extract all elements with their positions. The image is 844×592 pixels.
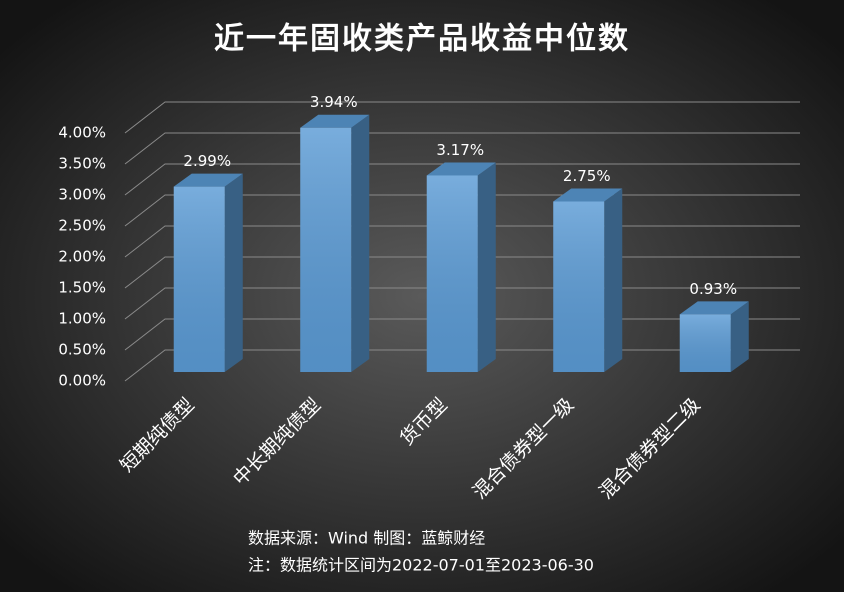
chart-title: 近一年固收类产品收益中位数: [214, 22, 630, 57]
period-note: 注：数据统计区间为2022-07-01至2023-06-30: [248, 556, 594, 575]
bar-highlight: [426, 175, 478, 372]
bar-highlight: [173, 186, 225, 372]
bar-side: [351, 114, 370, 372]
bar-top: [553, 188, 623, 202]
y-tick-label: 0.50%: [58, 341, 106, 359]
value-label: 2.75%: [563, 167, 611, 185]
y-tick-label: 4.00%: [58, 124, 106, 142]
value-label: 3.17%: [436, 141, 484, 159]
y-tick-label: 2.00%: [58, 248, 106, 266]
y-tick-label: 1.50%: [58, 279, 106, 297]
bar-side: [477, 162, 496, 372]
y-tick-label: 2.50%: [58, 217, 106, 235]
source-note: 数据来源：Wind 制图：蓝鲸财经: [248, 529, 485, 548]
bar-highlight: [679, 314, 731, 372]
bar-highlight: [553, 201, 605, 372]
y-tick-label: 3.00%: [58, 186, 106, 204]
grid-line: [124, 163, 800, 196]
grid-line: [124, 132, 800, 165]
value-label: 0.93%: [689, 280, 737, 298]
bar-highlight: [300, 127, 352, 372]
bar-top: [173, 173, 243, 187]
bar-top: [300, 114, 370, 128]
value-label: 3.94%: [310, 93, 358, 111]
bar-side: [604, 188, 623, 372]
y-tick-label: 0.00%: [58, 372, 106, 390]
bar-top: [426, 162, 496, 176]
y-tick-label: 1.00%: [58, 310, 106, 328]
y-tick-label: 3.50%: [58, 155, 106, 173]
bar-side: [730, 301, 749, 372]
bar-top: [679, 301, 749, 315]
grid-line: [124, 101, 800, 134]
value-label: 2.99%: [183, 152, 231, 170]
bar-side: [224, 173, 243, 372]
